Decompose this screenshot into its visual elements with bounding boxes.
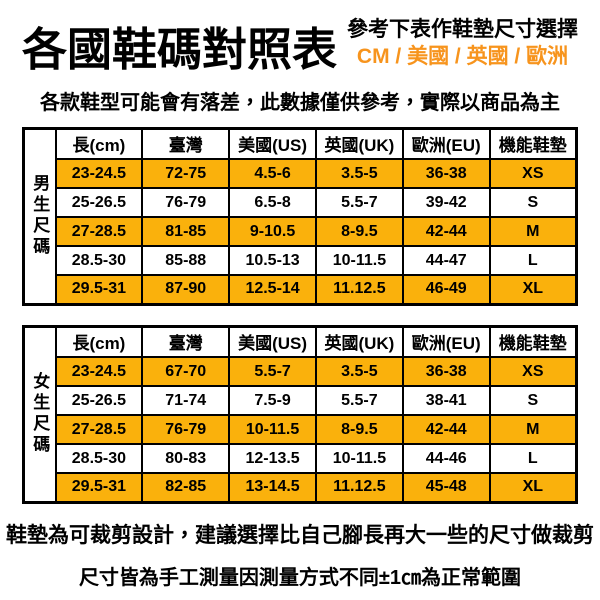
size-cell: 7.5-9 bbox=[228, 385, 317, 417]
column-header: 長(cm) bbox=[54, 127, 144, 161]
size-cell: 42-44 bbox=[401, 216, 491, 248]
size-cell: 10.5-13 bbox=[228, 245, 317, 277]
size-cell: M bbox=[488, 216, 578, 248]
size-cell: 45-48 bbox=[401, 472, 491, 504]
column-header: 美國(US) bbox=[228, 325, 317, 359]
size-cell: 5.5-7 bbox=[228, 356, 317, 388]
column-header: 臺灣 bbox=[141, 325, 231, 359]
size-cell: 5.5-7 bbox=[314, 385, 404, 417]
size-cell: XS bbox=[488, 158, 578, 190]
size-cell: XL bbox=[488, 472, 578, 504]
size-cell: M bbox=[488, 414, 578, 446]
table-row: 27-28.5 76-79 10-11.5 8-9.5 42-44 M bbox=[24, 414, 578, 446]
size-cell: XS bbox=[488, 356, 578, 388]
footer-cutting-tip: 鞋墊為可裁剪設計，建議選擇比自己腳長再大一些的尺寸做裁剪 bbox=[6, 523, 594, 547]
disclaimer-note: 各款鞋型可能會有落差，此數據僅供參考，實際以商品為主 bbox=[40, 91, 560, 114]
size-cell: 42-44 bbox=[401, 414, 491, 446]
column-header: 歐洲(EU) bbox=[401, 325, 491, 359]
column-header: 英國(UK) bbox=[314, 325, 404, 359]
size-cell: 38-41 bbox=[401, 385, 491, 417]
size-cell: 85-88 bbox=[141, 245, 231, 277]
size-cell: 12-13.5 bbox=[228, 443, 317, 475]
size-cell: 27-28.5 bbox=[54, 414, 144, 446]
table-row: 29.5-31 82-85 13-14.5 11.12.5 45-48 XL bbox=[24, 472, 578, 504]
table-row: 28.5-30 80-83 12-13.5 10-11.5 44-46 L bbox=[24, 443, 578, 475]
page-title: 各國鞋碼對照表 bbox=[21, 24, 337, 76]
table-row: 28.5-30 85-88 10.5-13 10-11.5 44-47 L bbox=[24, 245, 578, 277]
women-side-label: 女生尺碼 bbox=[22, 325, 57, 504]
column-header: 長(cm) bbox=[54, 325, 144, 359]
size-cell: 12.5-14 bbox=[228, 274, 317, 306]
size-cell: 28.5-30 bbox=[54, 245, 144, 277]
size-cell: 82-85 bbox=[141, 472, 231, 504]
column-header: 臺灣 bbox=[141, 127, 231, 161]
size-cell: 11.12.5 bbox=[314, 472, 404, 504]
men-side-label: 男生尺碼 bbox=[22, 127, 57, 306]
header-units: CM / 美國 / 英國 / 歐洲 bbox=[356, 45, 569, 69]
size-cell: L bbox=[488, 443, 578, 475]
size-cell: 13-14.5 bbox=[228, 472, 317, 504]
header-instruction: 參考下表作鞋墊尺寸選擇 bbox=[347, 18, 578, 41]
size-cell: 81-85 bbox=[141, 216, 231, 248]
men-size-table: 男生尺碼 長(cm) 臺灣 美國(US) 英國(UK) 歐洲(EU) 機能鞋墊 23-24.5… bbox=[22, 126, 578, 306]
size-cell: 44-46 bbox=[401, 443, 491, 475]
size-cell: 5.5-7 bbox=[314, 187, 404, 219]
column-header: 歐洲(EU) bbox=[401, 127, 491, 161]
size-cell: 72-75 bbox=[141, 158, 231, 190]
size-cell: 9-10.5 bbox=[228, 216, 317, 248]
column-header: 英國(UK) bbox=[314, 127, 404, 161]
size-cell: 3.5-5 bbox=[314, 158, 404, 190]
footer: 鞋墊為可裁剪設計，建議選擇比自己腳長再大一些的尺寸做裁剪 尺寸皆為手工測量因測量… bbox=[0, 519, 600, 590]
size-cell: 8-9.5 bbox=[314, 414, 404, 446]
table-row: 27-28.5 81-85 9-10.5 8-9.5 42-44 M bbox=[24, 216, 578, 248]
size-cell: S bbox=[488, 385, 578, 417]
size-cell: 80-83 bbox=[141, 443, 231, 475]
size-cell: 23-24.5 bbox=[54, 356, 144, 388]
table-row: 25-26.5 71-74 7.5-9 5.5-7 38-41 S bbox=[24, 385, 578, 417]
size-cell: 76-79 bbox=[141, 414, 231, 446]
size-cell: 10-11.5 bbox=[228, 414, 317, 446]
table-row: 23-24.5 72-75 4.5-6 3.5-5 36-38 XS bbox=[24, 158, 578, 190]
size-cell: 76-79 bbox=[141, 187, 231, 219]
size-cell: 87-90 bbox=[141, 274, 231, 306]
table-row: 25-26.5 76-79 6.5-8 5.5-7 39-42 S bbox=[24, 187, 578, 219]
size-cell: 29.5-31 bbox=[54, 472, 144, 504]
column-header: 機能鞋墊 bbox=[488, 325, 578, 359]
size-cell: 10-11.5 bbox=[314, 443, 404, 475]
size-cell: 67-70 bbox=[141, 356, 231, 388]
size-cell: 3.5-5 bbox=[314, 356, 404, 388]
size-cell: 4.5-6 bbox=[228, 158, 317, 190]
header: 各國鞋碼對照表 參考下表作鞋墊尺寸選擇 CM / 美國 / 英國 / 歐洲 bbox=[0, 16, 600, 74]
table-row: 29.5-31 87-90 12.5-14 11.12.5 46-49 XL bbox=[24, 274, 578, 306]
footer-measurement-note: 尺寸皆為手工測量因測量方式不同±1㎝為正常範圍 bbox=[78, 566, 522, 589]
size-tables-section: 男生尺碼 長(cm) 臺灣 美國(US) 英國(UK) 歐洲(EU) 機能鞋墊 23-24.5… bbox=[0, 126, 600, 504]
size-cell: 23-24.5 bbox=[54, 158, 144, 190]
size-cell: S bbox=[488, 187, 578, 219]
size-cell: XL bbox=[488, 274, 578, 306]
size-cell: 36-38 bbox=[401, 356, 491, 388]
size-cell: 25-26.5 bbox=[54, 187, 144, 219]
size-cell: 44-47 bbox=[401, 245, 491, 277]
size-cell: 39-42 bbox=[401, 187, 491, 219]
size-cell: 11.12.5 bbox=[314, 274, 404, 306]
women-size-table: 女生尺碼 長(cm) 臺灣 美國(US) 英國(UK) 歐洲(EU) 機能鞋墊 23-24.5… bbox=[22, 324, 578, 504]
size-cell: 10-11.5 bbox=[314, 245, 404, 277]
table-row: 23-24.5 67-70 5.5-7 3.5-5 36-38 XS bbox=[24, 356, 578, 388]
size-cell: 8-9.5 bbox=[314, 216, 404, 248]
size-cell: 28.5-30 bbox=[54, 443, 144, 475]
size-cell: 36-38 bbox=[401, 158, 491, 190]
header-subtitle-block: 參考下表作鞋墊尺寸選擇 CM / 美國 / 英國 / 歐洲 bbox=[347, 16, 578, 74]
column-header: 機能鞋墊 bbox=[488, 127, 578, 161]
size-cell: 6.5-8 bbox=[228, 187, 317, 219]
size-cell: L bbox=[488, 245, 578, 277]
size-cell: 71-74 bbox=[141, 385, 231, 417]
size-cell: 46-49 bbox=[401, 274, 491, 306]
size-cell: 25-26.5 bbox=[54, 385, 144, 417]
column-header: 美國(US) bbox=[228, 127, 317, 161]
size-cell: 27-28.5 bbox=[54, 216, 144, 248]
size-cell: 29.5-31 bbox=[54, 274, 144, 306]
